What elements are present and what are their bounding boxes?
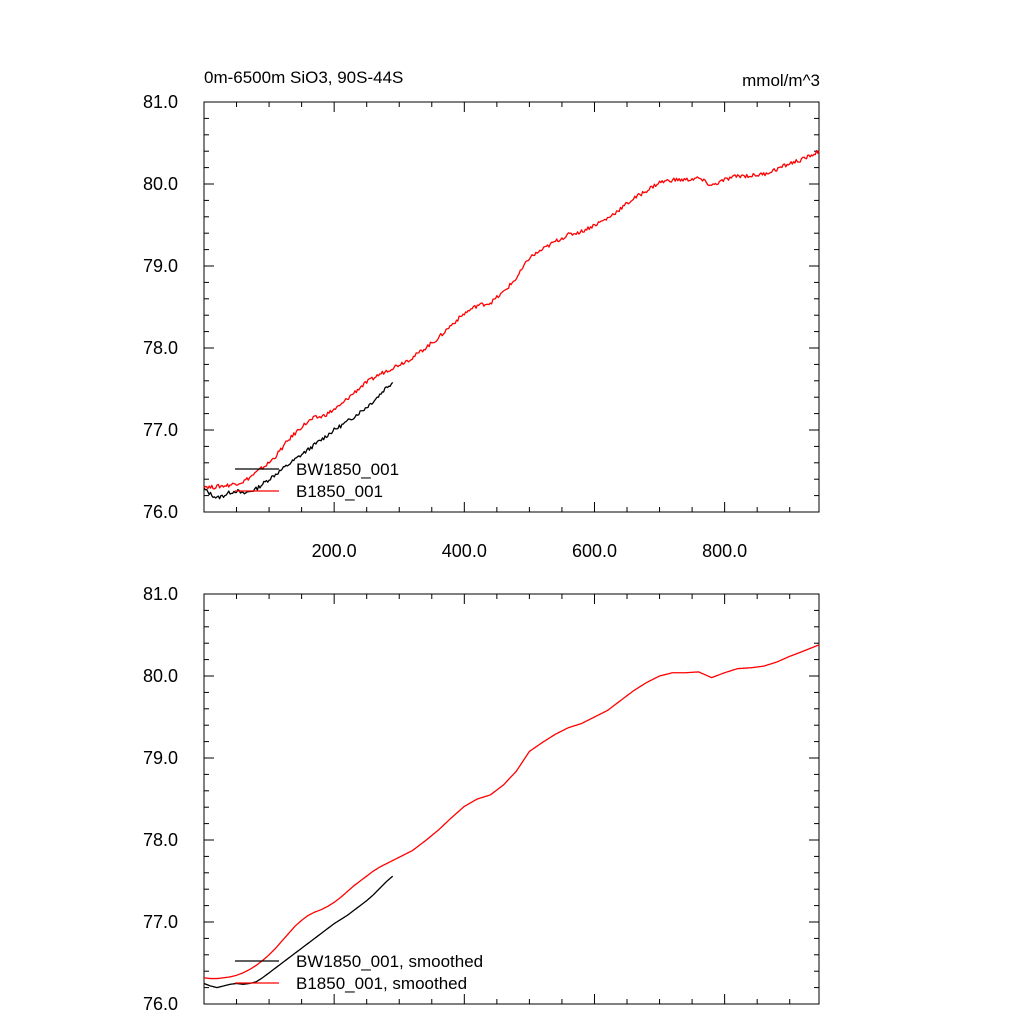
y-tick-label: 77.0 — [143, 420, 178, 440]
bottom-legend: BW1850_001, smoothed B1850_001, smoothed — [235, 952, 483, 993]
y-tick-label: 76.0 — [143, 994, 178, 1014]
x-tick-label: 400.0 — [442, 541, 487, 561]
top-series — [203, 149, 820, 500]
top-legend: BW1850_001 B1850_001 — [235, 460, 399, 501]
series-line-red — [203, 149, 820, 490]
y-tick-label: 81.0 — [143, 584, 178, 604]
series-line-red — [203, 644, 820, 980]
top-plot-frame — [203, 101, 820, 513]
y-tick-label: 80.0 — [143, 174, 178, 194]
y-tick-label: 81.0 — [143, 92, 178, 112]
bottom-panel: 76.0 77.0 78.0 79.0 80.0 81.0 BW1850_001, smo… — [143, 584, 820, 1014]
legend-label: B1850_001 — [296, 482, 383, 501]
bottom-ticks: 76.0 77.0 78.0 79.0 80.0 81.0 — [143, 584, 819, 1014]
legend-label: B1850_001, smoothed — [296, 974, 467, 993]
bottom-plot-frame — [203, 593, 820, 1005]
y-tick-label: 80.0 — [143, 666, 178, 686]
y-tick-label: 76.0 — [143, 502, 178, 522]
x-tick-label: 600.0 — [572, 541, 617, 561]
y-tick-label: 78.0 — [143, 830, 178, 850]
x-tick-label: 200.0 — [312, 541, 357, 561]
plot-title: 0m-6500m SiO3, 90S-44S — [204, 68, 403, 87]
y-tick-label: 78.0 — [143, 338, 178, 358]
y-tick-label: 77.0 — [143, 912, 178, 932]
top-ticks: 76.0 77.0 78.0 79.0 80.0 81.0 200.0 400.0 600.0 8… — [143, 92, 819, 561]
y-tick-label: 79.0 — [143, 256, 178, 276]
x-tick-label: 800.0 — [702, 541, 747, 561]
bottom-series — [203, 644, 820, 989]
legend-label: BW1850_001, smoothed — [296, 952, 483, 971]
legend-label: BW1850_001 — [296, 460, 399, 479]
units-label: mmol/m^3 — [742, 71, 820, 90]
top-panel: 76.0 77.0 78.0 79.0 80.0 81.0 200.0 400.0 600.0 8… — [143, 92, 820, 561]
series-line-black — [203, 381, 394, 500]
y-tick-label: 79.0 — [143, 748, 178, 768]
